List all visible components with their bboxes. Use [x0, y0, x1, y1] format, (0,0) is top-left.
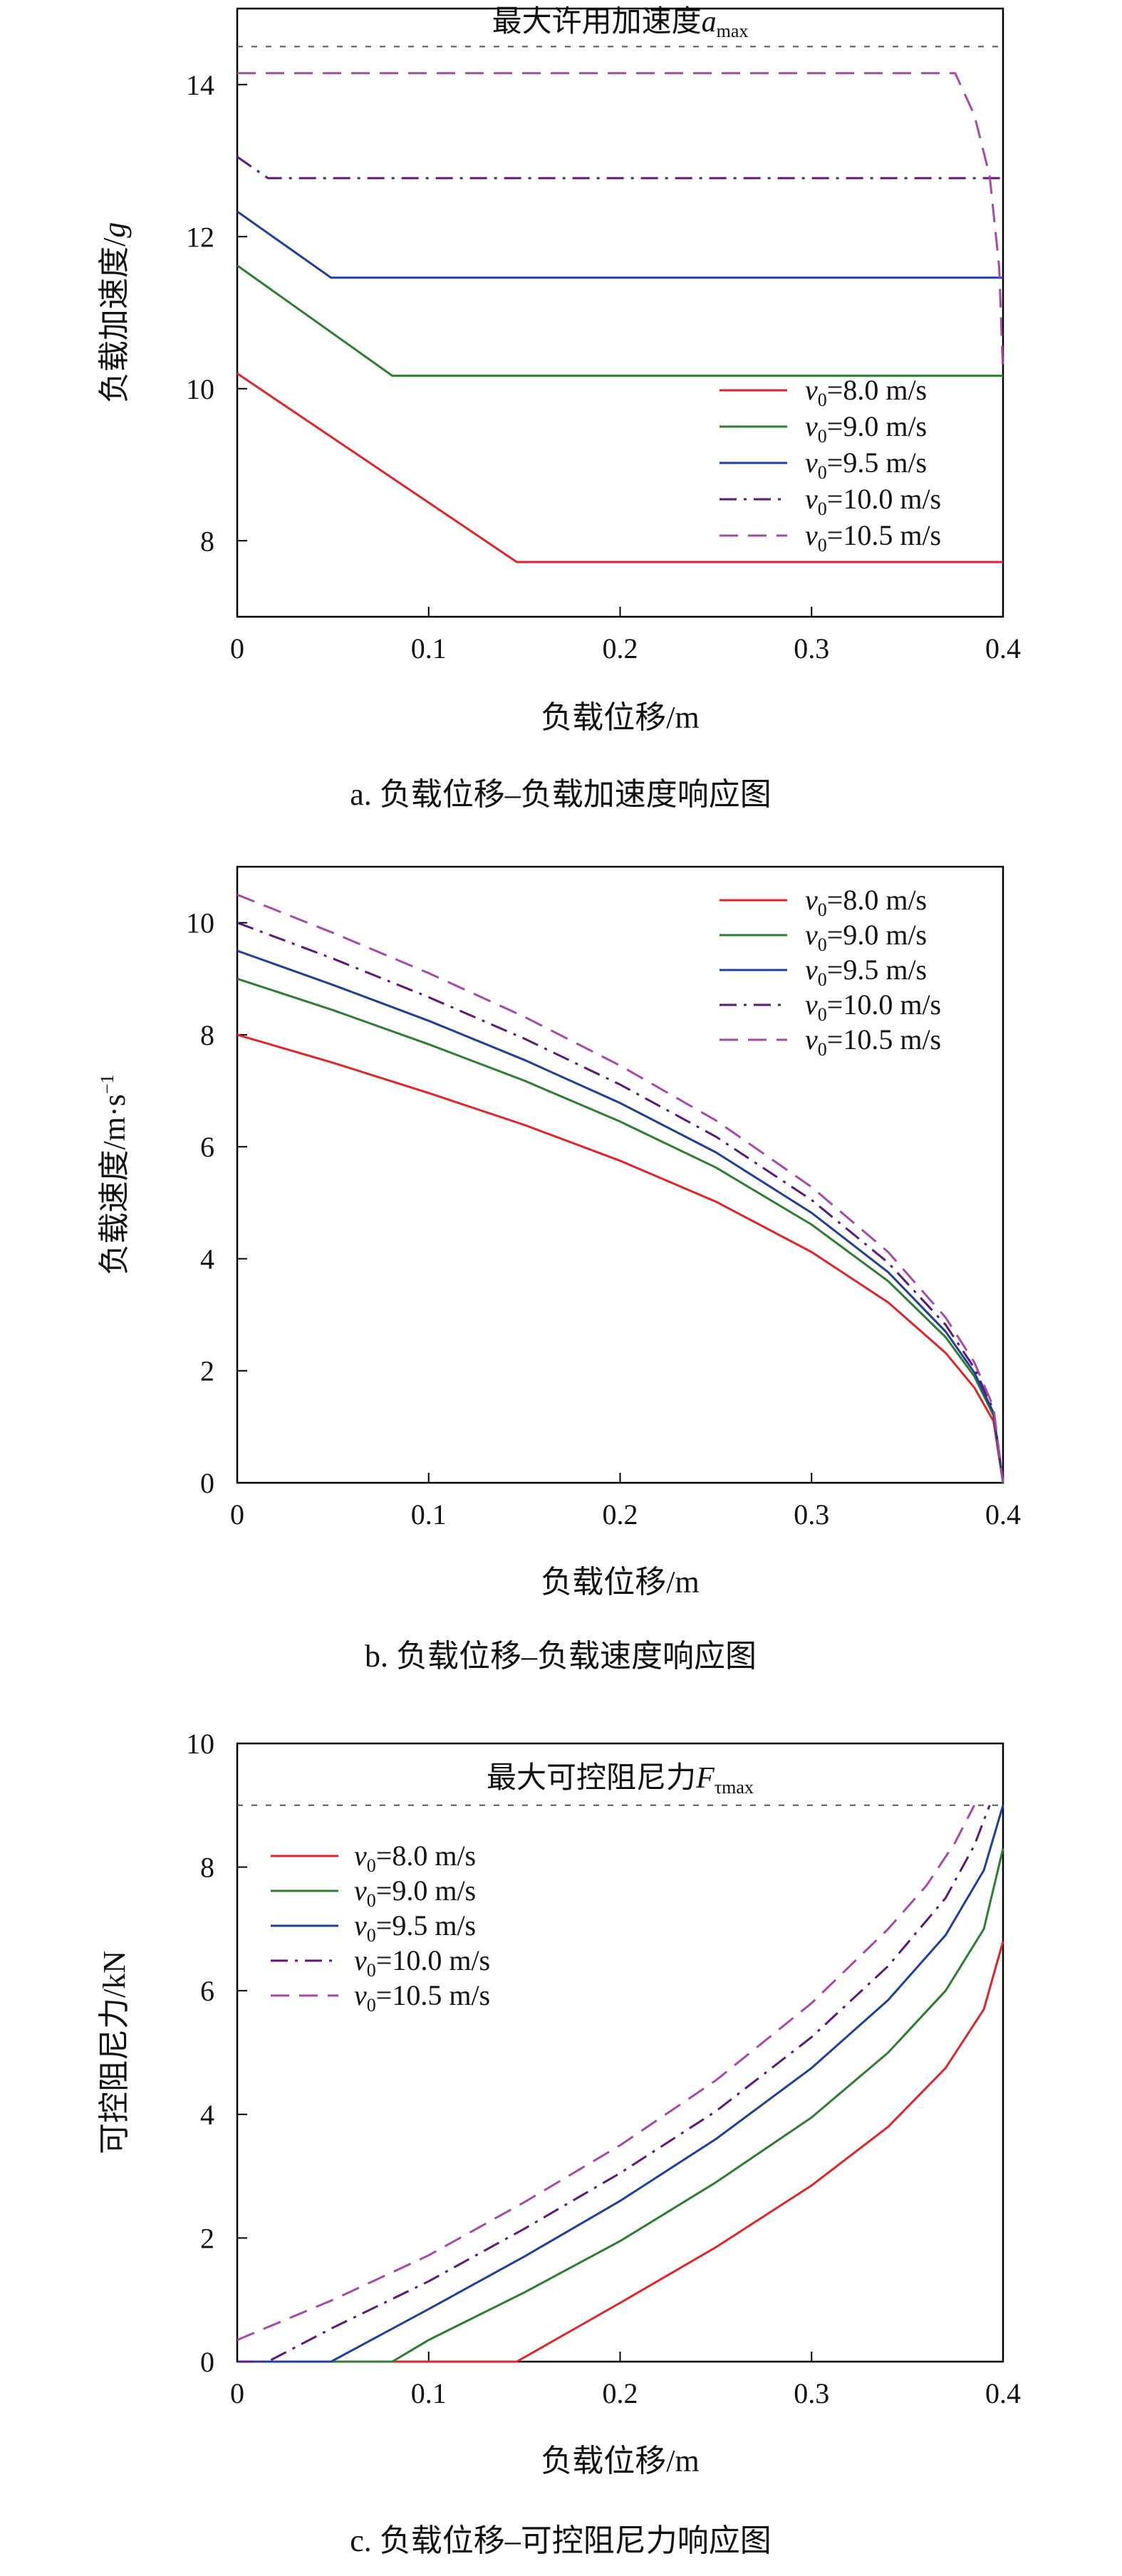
- series-line-0: [237, 372, 1003, 563]
- y-tick-label: 4: [200, 1243, 214, 1275]
- series-line-0: [237, 1033, 1004, 1483]
- x-tick-label: 0.3: [794, 2377, 829, 2409]
- legend-label: v0=10.0 m/s: [805, 483, 941, 519]
- figure-caption: c. 负载位移–可控阻尼力响应图: [350, 2523, 772, 2558]
- annotation-label: 最大许用加速度amax: [492, 6, 749, 41]
- y-axis-label: 负载加速度/g: [97, 222, 132, 403]
- y-axis-label: 负载速度/m·s−1: [97, 1075, 132, 1276]
- legend-label: v0=9.0 m/s: [805, 410, 927, 447]
- x-tick-label: 0.4: [985, 1498, 1021, 1531]
- y-tick-label: 6: [200, 1975, 214, 2007]
- legend-label: v0=9.5 m/s: [805, 447, 927, 483]
- x-tick-label: 0.2: [603, 1498, 638, 1531]
- annotation-label: 最大可控阻尼力Fτmax: [487, 1762, 754, 1798]
- series-line-2: [237, 949, 1004, 1483]
- series-line-4: [237, 1805, 976, 2341]
- x-tick-label: 0.1: [411, 2377, 447, 2409]
- x-tick-label: 0.3: [794, 632, 829, 664]
- y-tick-label: 10: [186, 907, 214, 939]
- legend-label: v0=10.5 m/s: [805, 1023, 941, 1060]
- x-tick-label: 0: [230, 1498, 244, 1531]
- y-tick-label: 2: [200, 1355, 214, 1387]
- series-line-2: [237, 1805, 1004, 2363]
- x-tick-label: 0: [230, 632, 244, 664]
- x-axis-label: 负载位移/m: [541, 1565, 699, 1600]
- y-tick-label: 14: [186, 69, 214, 101]
- legend-label: v0=9.5 m/s: [805, 954, 927, 990]
- legend-label: v0=10.5 m/s: [354, 1979, 490, 2016]
- x-axis-label: 负载位移/m: [541, 2444, 699, 2478]
- x-axis-label: 负载位移/m: [541, 700, 699, 735]
- y-tick-label: 6: [200, 1131, 214, 1163]
- x-tick-label: 0.4: [985, 632, 1021, 664]
- y-tick-label: 10: [186, 1728, 214, 1760]
- series-line-0: [237, 1941, 1004, 2363]
- series-line-1: [237, 1848, 1004, 2363]
- legend-label: v0=9.5 m/s: [354, 1909, 476, 1946]
- chart-velocity: 0 0.1 0.2 0.3 0.4 0 2 4 6 8 10 v0=8.0 m/sv0=9.0 m/s…: [97, 865, 1021, 1674]
- legend-label: v0=8.0 m/s: [354, 1840, 476, 1876]
- series-line-3: [237, 922, 1004, 1483]
- y-tick-label: 0: [200, 1467, 214, 1499]
- legend-label: v0=9.0 m/s: [805, 919, 927, 955]
- x-tick-label: 0.1: [411, 1498, 447, 1531]
- y-tick-label: 4: [200, 2099, 214, 2131]
- legend-label: v0=9.0 m/s: [354, 1874, 476, 1911]
- series-line-4: [237, 72, 1004, 374]
- y-tick-label: 2: [200, 2222, 214, 2254]
- x-tick-label: 0.3: [794, 1498, 829, 1531]
- y-tick-label: 8: [200, 525, 214, 557]
- figure-caption: b. 负载位移–负载速度响应图: [365, 1639, 757, 1674]
- legend-label: v0=10.5 m/s: [805, 519, 941, 556]
- series-line-3: [237, 155, 1003, 179]
- series-line-4: [237, 893, 1004, 1483]
- series-line-2: [237, 210, 1003, 279]
- legend-label: v0=8.0 m/s: [805, 884, 927, 920]
- legend-label: v0=8.0 m/s: [805, 374, 927, 410]
- y-axis-label: 可控阻尼力/kN: [97, 1951, 132, 2154]
- x-tick-label: 0.4: [985, 2377, 1021, 2409]
- x-tick-label: 0.1: [411, 632, 447, 664]
- chart-acceleration: 0 0.1 0.2 0.3 0.4 8 10 12 14 最大许用加速度amax v0=8.0 m/…: [97, 6, 1021, 812]
- series-line-3: [237, 1805, 991, 2363]
- y-tick-label: 12: [186, 221, 214, 253]
- series-line-1: [237, 977, 1004, 1483]
- x-tick-label: 0.2: [603, 2377, 638, 2409]
- legend-label: v0=10.0 m/s: [354, 1944, 490, 1981]
- y-tick-label: 8: [200, 1852, 214, 1884]
- series-line-1: [237, 264, 1003, 377]
- y-tick-label: 0: [200, 2346, 214, 2378]
- x-tick-label: 0: [230, 2377, 244, 2409]
- chart-damping-force: 0 0.1 0.2 0.3 0.4 0 2 4 6 8 10 最大可控阻尼力Fτmax v0=8.0 m…: [97, 1728, 1021, 2558]
- legend-label: v0=10.0 m/s: [805, 989, 941, 1025]
- figure-caption: a. 负载位移–负载加速度响应图: [350, 777, 772, 812]
- y-tick-label: 8: [200, 1019, 214, 1051]
- x-tick-label: 0.2: [603, 632, 638, 664]
- y-tick-label: 10: [186, 373, 214, 405]
